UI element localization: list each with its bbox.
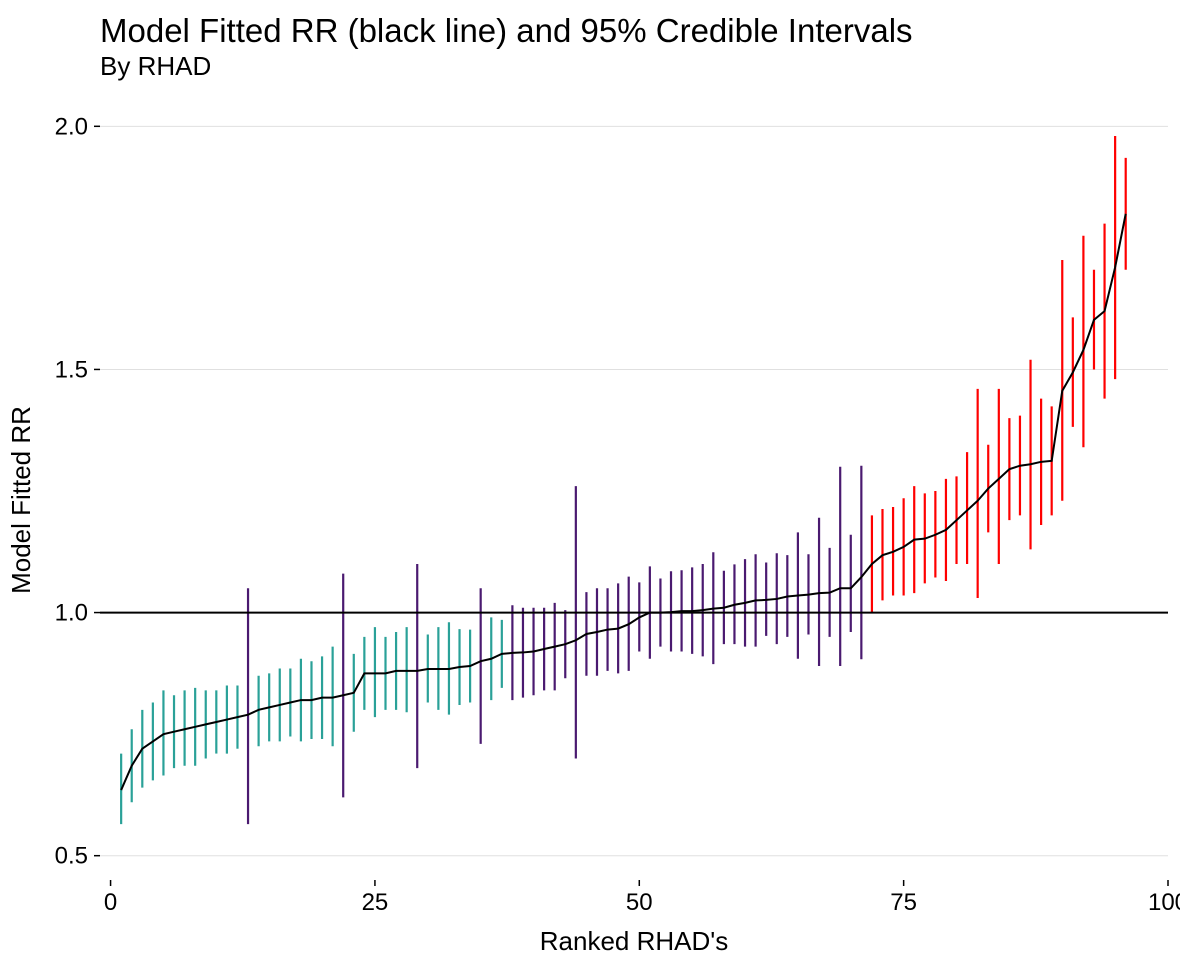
y-tick-label: 2.0	[55, 113, 88, 140]
y-tick-label: 1.5	[55, 356, 88, 383]
y-tick-labels: 0.5 1.0 1.5 2.0	[55, 113, 100, 869]
x-tick-label: 100	[1148, 889, 1180, 916]
x-tick-labels: 0 25 50 75 100	[104, 880, 1180, 916]
y-axis-label: Model Fitted RR	[6, 406, 36, 594]
x-tick-label: 0	[104, 889, 117, 916]
y-tick-label: 1.0	[55, 600, 88, 627]
grid-lines	[100, 126, 1168, 855]
credible-interval-bars	[121, 136, 1126, 824]
fitted-rr-line	[121, 214, 1126, 790]
x-tick-label: 25	[362, 889, 389, 916]
x-tick-label: 50	[626, 889, 653, 916]
y-tick-label: 0.5	[55, 843, 88, 870]
x-tick-label: 75	[890, 889, 917, 916]
chart-container: Model Fitted RR (black line) and 95% Cre…	[0, 0, 1180, 960]
chart-title: Model Fitted RR (black line) and 95% Cre…	[100, 12, 913, 49]
chart-subtitle: By RHAD	[100, 51, 211, 81]
x-axis-label: Ranked RHAD's	[540, 926, 728, 956]
chart-svg: Model Fitted RR (black line) and 95% Cre…	[0, 0, 1180, 960]
